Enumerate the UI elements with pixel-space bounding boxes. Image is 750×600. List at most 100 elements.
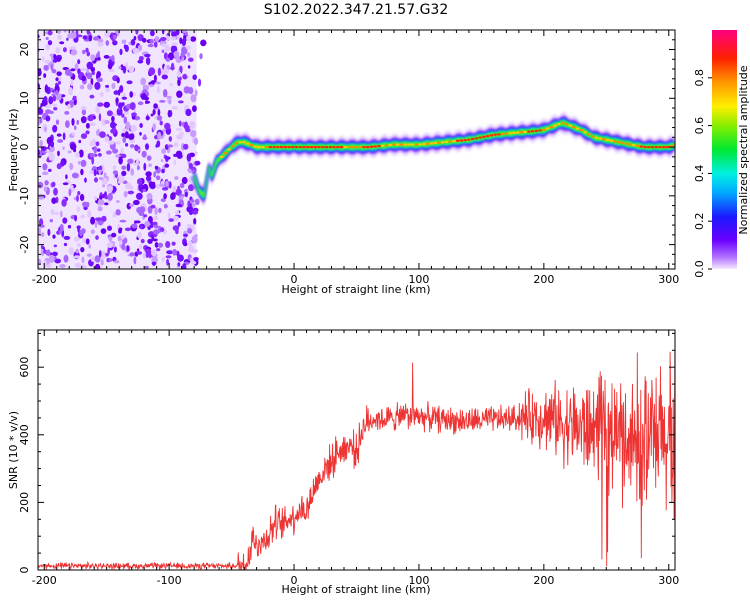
noise-speckle xyxy=(48,168,52,172)
trace-core-segment xyxy=(283,146,287,149)
noise-speckle xyxy=(174,176,179,180)
trace-core-segment xyxy=(426,142,430,145)
noise-speckle xyxy=(169,83,173,87)
noise-speckle xyxy=(65,174,68,180)
noise-speckle xyxy=(129,252,136,257)
noise-speckle xyxy=(68,87,73,96)
noise-speckle xyxy=(80,133,88,139)
noise-speckle xyxy=(134,220,141,224)
noise-speckle xyxy=(50,64,54,71)
spectrogram-trace xyxy=(194,111,675,208)
noise-speckle xyxy=(181,30,187,33)
trace-band-1 xyxy=(194,115,674,204)
noise-speckle xyxy=(171,191,176,200)
noise-speckle xyxy=(76,206,81,212)
trace-core-segment xyxy=(613,140,617,143)
noise-speckle xyxy=(126,245,130,252)
noise-speckle xyxy=(153,103,158,109)
trace-core-segment xyxy=(272,146,276,149)
noise-speckle xyxy=(58,230,63,235)
trace-core-segment xyxy=(448,140,452,143)
noise-speckle xyxy=(84,177,87,183)
noise-speckle xyxy=(163,52,168,60)
noise-speckle xyxy=(112,148,119,154)
noise-speckle xyxy=(80,214,86,219)
noise-speckle xyxy=(51,181,56,187)
noise-speckle xyxy=(139,132,142,136)
noise-speckle xyxy=(113,34,117,40)
noise-speckle xyxy=(127,190,135,195)
noise-speckle xyxy=(43,73,47,78)
noise-speckle xyxy=(130,39,136,46)
noise-speckle xyxy=(38,181,44,189)
noise-speckle xyxy=(82,35,88,40)
trace-core-segment xyxy=(257,146,261,149)
trace-core-segment xyxy=(291,146,295,149)
noise-speckle xyxy=(73,148,77,153)
trace-core-segment xyxy=(246,142,250,145)
noise-speckle xyxy=(160,159,164,163)
spectrogram-x-tick-label: 300 xyxy=(658,273,679,286)
trace-core-segment xyxy=(403,143,407,146)
noise-speckle xyxy=(159,100,166,103)
noise-speckle xyxy=(143,134,147,140)
trace-core-segment xyxy=(347,146,351,149)
noise-speckle xyxy=(97,102,104,107)
noise-speckle xyxy=(62,132,66,141)
noise-speckle xyxy=(156,248,161,252)
trace-core-segment xyxy=(647,146,651,149)
noise-speckle xyxy=(128,65,135,73)
noise-speckle xyxy=(121,39,127,44)
trace-core-segment xyxy=(306,146,310,149)
noise-speckle xyxy=(183,242,188,247)
noise-speckle xyxy=(136,192,143,200)
trace-core-segment xyxy=(399,143,404,146)
noise-speckle xyxy=(56,71,62,76)
noise-speckle xyxy=(51,197,57,204)
noise-speckle xyxy=(162,128,165,133)
noise-speckle xyxy=(157,108,161,117)
noise-speckle xyxy=(194,160,201,166)
noise-speckle xyxy=(105,84,110,88)
noise-speckle xyxy=(188,57,194,62)
noise-speckle xyxy=(130,144,135,148)
noise-speckle xyxy=(72,132,76,136)
noise-speckle xyxy=(121,113,125,118)
noise-speckle xyxy=(97,51,100,57)
noise-speckle xyxy=(192,74,197,80)
noise-speckle xyxy=(47,228,51,236)
noise-speckle xyxy=(163,203,168,209)
noise-speckle xyxy=(175,210,180,216)
noise-speckle xyxy=(43,64,49,71)
noise-speckle xyxy=(137,231,143,239)
noise-speckle xyxy=(98,113,102,122)
noise-speckle xyxy=(121,165,127,170)
noise-speckle xyxy=(98,153,102,157)
noise-speckle xyxy=(70,49,78,56)
trace-core-segment xyxy=(268,146,272,149)
noise-speckle xyxy=(77,160,82,165)
noise-speckle xyxy=(48,145,55,153)
noise-speckle xyxy=(179,37,183,44)
noise-speckle xyxy=(50,140,55,148)
snr-y-axis-label: SNR (10 * v/v) xyxy=(7,411,20,489)
noise-speckle xyxy=(52,103,57,108)
trace-core-segment xyxy=(546,127,550,130)
trace-core-segment xyxy=(411,143,415,146)
trace-core-segment xyxy=(381,144,385,147)
snr-y-tick-label: 600 xyxy=(18,357,31,378)
noise-speckle xyxy=(121,96,128,100)
trace-core-segment xyxy=(501,133,505,135)
noise-speckle xyxy=(54,258,61,264)
noise-speckle xyxy=(131,223,138,229)
spectrogram-y-ticks: -20 -10 0 10 20 xyxy=(18,29,675,265)
trace-core-segment xyxy=(336,146,340,149)
trace-core-segment xyxy=(594,136,598,139)
noise-speckle xyxy=(153,229,160,235)
noise-speckle xyxy=(91,156,95,165)
trace-core-segment xyxy=(321,146,325,149)
noise-speckle xyxy=(41,56,45,62)
noise-speckle xyxy=(168,181,172,189)
noise-speckle xyxy=(154,165,159,170)
noise-speckle xyxy=(172,215,179,220)
